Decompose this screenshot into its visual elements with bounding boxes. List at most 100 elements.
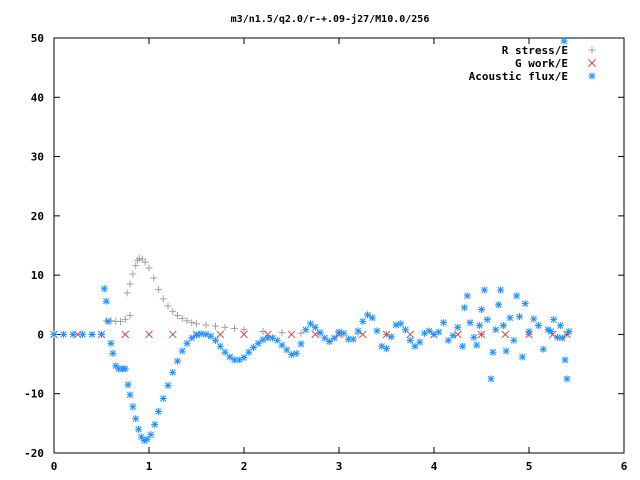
data-point xyxy=(254,339,262,347)
data-point xyxy=(444,336,452,344)
data-point xyxy=(535,322,542,330)
data-point xyxy=(425,327,433,335)
data-point xyxy=(159,295,167,303)
data-point xyxy=(150,274,158,282)
legend-marker xyxy=(588,46,596,54)
data-point xyxy=(402,326,409,334)
data-point xyxy=(98,330,105,338)
data-point xyxy=(373,327,381,335)
data-point xyxy=(477,330,486,339)
data-point xyxy=(302,326,310,334)
data-point xyxy=(123,289,131,297)
data-point xyxy=(466,319,474,327)
data-point xyxy=(169,307,177,315)
data-point xyxy=(435,328,443,336)
data-point xyxy=(221,348,229,356)
data-point xyxy=(126,280,134,288)
data-point xyxy=(556,322,564,330)
data-point xyxy=(240,330,248,339)
data-point xyxy=(297,329,305,337)
data-point xyxy=(563,375,571,383)
data-point xyxy=(288,351,295,359)
data-point xyxy=(132,415,140,423)
data-point xyxy=(416,338,424,346)
data-point xyxy=(521,300,529,308)
data-point xyxy=(164,302,172,310)
data-point xyxy=(151,421,159,429)
data-point xyxy=(349,335,357,343)
data-point xyxy=(483,316,491,324)
data-point xyxy=(221,323,229,331)
series-1 xyxy=(50,330,571,339)
data-point xyxy=(121,316,129,324)
y-tick-label: 50 xyxy=(31,32,44,45)
data-point xyxy=(499,322,507,330)
data-point xyxy=(311,323,319,331)
series-0 xyxy=(102,255,571,338)
data-point xyxy=(497,286,504,294)
data-point xyxy=(473,341,481,349)
data-point xyxy=(406,336,414,344)
data-point xyxy=(69,330,77,338)
y-tick-label: 40 xyxy=(31,91,44,104)
data-point xyxy=(387,333,395,341)
data-point xyxy=(126,391,134,399)
data-point xyxy=(132,262,140,270)
data-point xyxy=(216,342,224,350)
y-tick-label: -10 xyxy=(24,388,44,401)
data-point xyxy=(121,365,129,373)
data-point xyxy=(212,336,219,344)
data-point xyxy=(129,403,137,411)
data-point xyxy=(117,317,124,325)
data-point xyxy=(104,317,112,325)
legend-marker xyxy=(588,72,596,80)
series-layer xyxy=(50,37,573,445)
data-point xyxy=(321,334,329,342)
data-point xyxy=(392,321,400,329)
data-point xyxy=(560,37,568,45)
data-point xyxy=(168,330,177,339)
x-tick-label: 5 xyxy=(526,460,533,473)
data-point xyxy=(487,375,495,383)
data-point xyxy=(134,256,142,264)
data-point xyxy=(79,330,86,338)
data-point xyxy=(109,349,117,357)
data-point xyxy=(453,330,462,339)
data-point xyxy=(530,315,538,323)
legend-label: R stress/E xyxy=(502,44,568,57)
data-point xyxy=(183,339,191,347)
legend-label: Acoustic flux/E xyxy=(469,70,568,83)
data-point xyxy=(430,330,438,338)
data-point xyxy=(340,329,348,337)
y-tick-label: 10 xyxy=(31,269,44,282)
data-point xyxy=(525,327,533,335)
data-point xyxy=(516,313,523,321)
data-point xyxy=(136,255,143,263)
data-point xyxy=(141,258,149,266)
data-point xyxy=(502,347,510,355)
data-point xyxy=(518,353,526,361)
data-point xyxy=(440,319,447,327)
data-point xyxy=(188,319,196,327)
data-point xyxy=(460,304,468,312)
data-point xyxy=(316,329,324,337)
data-point xyxy=(188,334,196,342)
data-point xyxy=(264,334,272,342)
data-point xyxy=(454,323,462,331)
data-point xyxy=(212,322,219,330)
data-point xyxy=(330,334,338,342)
data-point xyxy=(470,333,478,341)
data-point xyxy=(155,408,162,415)
data-point xyxy=(193,320,200,328)
data-point xyxy=(459,342,466,350)
data-point xyxy=(278,341,286,349)
data-point xyxy=(278,329,286,337)
data-point xyxy=(368,314,376,322)
data-point xyxy=(145,264,153,272)
data-point xyxy=(292,349,300,357)
y-tick-label: 30 xyxy=(31,151,44,164)
data-point xyxy=(273,336,281,344)
data-point xyxy=(138,255,146,263)
data-point xyxy=(492,326,500,334)
